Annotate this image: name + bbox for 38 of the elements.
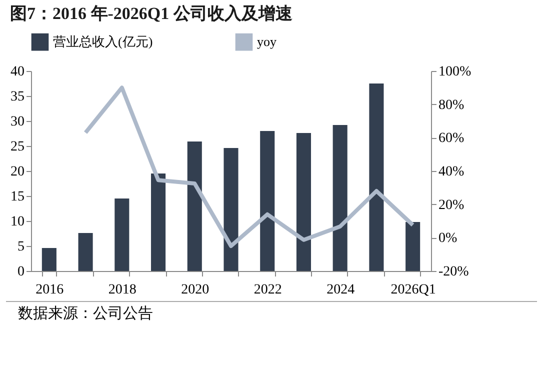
source-note: 数据来源：公司公告: [6, 301, 537, 325]
y2-tick-label: 40%: [438, 164, 464, 180]
y-tick-label: 0: [18, 264, 24, 280]
bar: [42, 248, 56, 271]
y2-tick-label: 20%: [438, 198, 464, 213]
bar: [369, 84, 384, 271]
x-tick-label: 2016: [36, 282, 64, 298]
y-tick-label: 20: [10, 164, 24, 180]
bar: [296, 133, 311, 271]
y2-tick-label: 100%: [438, 64, 472, 80]
y-tick-label: 5: [18, 240, 24, 254]
x-tick-label: 2026Q1: [390, 282, 436, 298]
x-tick-label: 2018: [108, 282, 136, 298]
line-series: [84, 86, 415, 248]
y-tick-label: 35: [10, 90, 24, 104]
x-tick-label: 2022: [254, 282, 282, 298]
legend-label: 营业总收入(亿元): [53, 34, 153, 50]
bar: [332, 125, 348, 271]
x-tick-label: 2024: [326, 282, 355, 298]
y2-tick-label: 0%: [438, 231, 458, 246]
y-tick-label: 15: [10, 190, 24, 204]
y-tick-label: 30: [10, 114, 24, 130]
y-tick-label: 40: [10, 64, 24, 80]
legend-label: yoy: [257, 34, 277, 50]
bar: [151, 174, 166, 271]
x-tick-label: 2020: [181, 282, 210, 298]
bar: [78, 233, 93, 271]
y2-tick-label: -20%: [438, 264, 470, 280]
bar: [187, 142, 202, 271]
y2-tick-label: 60%: [438, 131, 464, 146]
y-tick-label: 10: [10, 214, 24, 230]
y-tick-label: 25: [10, 140, 24, 154]
bar: [260, 131, 275, 271]
y2-tick-label: 80%: [438, 98, 464, 113]
chart-title: 图7：2016 年-2026Q1 公司收入及增速: [10, 4, 292, 23]
bar: [224, 148, 238, 271]
bar: [406, 222, 420, 271]
bar: [114, 198, 130, 271]
